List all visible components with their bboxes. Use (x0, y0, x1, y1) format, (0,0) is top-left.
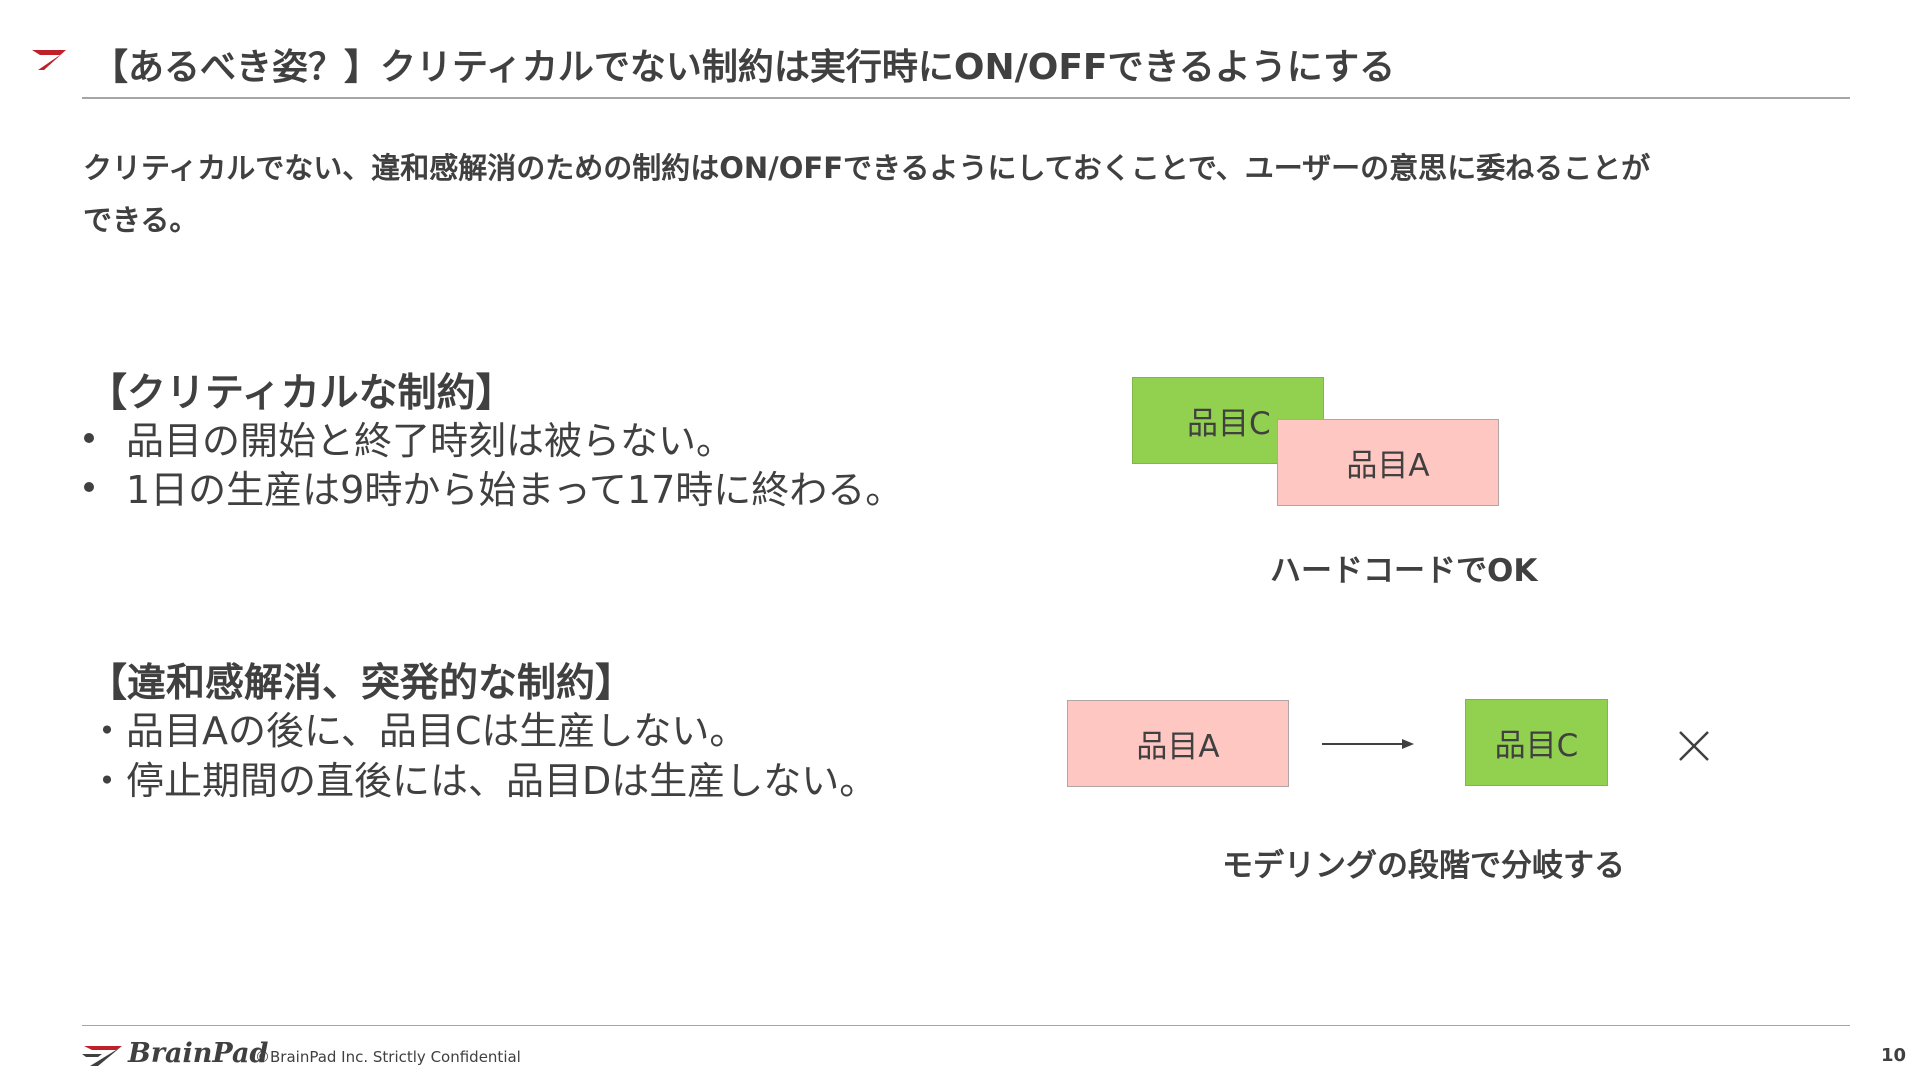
lead-line-2: できる。 (83, 203, 199, 237)
soft-heading: 【違和感解消、突発的な制約】 (88, 661, 635, 706)
critical-item-2: 1日の生産は9時から始まって17時に終わる。 (126, 468, 904, 512)
item-c-label: 品目C (1187, 406, 1271, 442)
bullet-icon (84, 433, 94, 443)
item-a-box: 品目A (1277, 419, 1499, 506)
right-arrow-icon (1322, 739, 1414, 749)
item-a-label: 品目A (1136, 729, 1220, 765)
bullet-icon (84, 482, 94, 492)
logo-mark-icon (82, 1045, 122, 1066)
lead-line-1: クリティカルでない、違和感解消のための制約はON/OFFできるようにしておくこと… (83, 151, 1651, 185)
lead-text: クリティカルでない、違和感解消のための制約はON/OFFできるようにしておくこと… (83, 142, 1853, 246)
soft-item-2: ・停止期間の直後には、品目Dは生産しない。 (88, 759, 878, 803)
hardcode-caption: ハードコードでOK (1270, 553, 1538, 589)
cross-icon (1679, 731, 1709, 761)
modeling-caption: モデリングの段階で分岐する (1222, 848, 1625, 884)
critical-item-1: 品目の開始と終了時刻は被らない。 (126, 419, 735, 463)
page-title: 【あるべき姿？】クリティカルでない制約は実行時にON/OFFできるようにする (92, 47, 1396, 88)
copyright-text: ©BrainPad Inc. Strictly Confidential (255, 1048, 521, 1066)
title-divider (82, 97, 1850, 99)
critical-heading: 【クリティカルな制約】 (88, 371, 515, 416)
logo-text: BrainPad (128, 1038, 269, 1069)
item-c-box: 品目C (1465, 699, 1608, 786)
soft-item-1: ・品目Aの後に、品目Cは生産しない。 (88, 709, 748, 753)
item-c-label: 品目C (1494, 728, 1579, 764)
item-a-label: 品目A (1346, 448, 1430, 484)
brand-slash-icon (32, 50, 66, 70)
page-number: 10 (1880, 1045, 1906, 1066)
footer-divider (82, 1025, 1850, 1026)
item-a-box: 品目A (1067, 700, 1289, 787)
brainpad-logo: BrainPad (80, 1038, 268, 1069)
